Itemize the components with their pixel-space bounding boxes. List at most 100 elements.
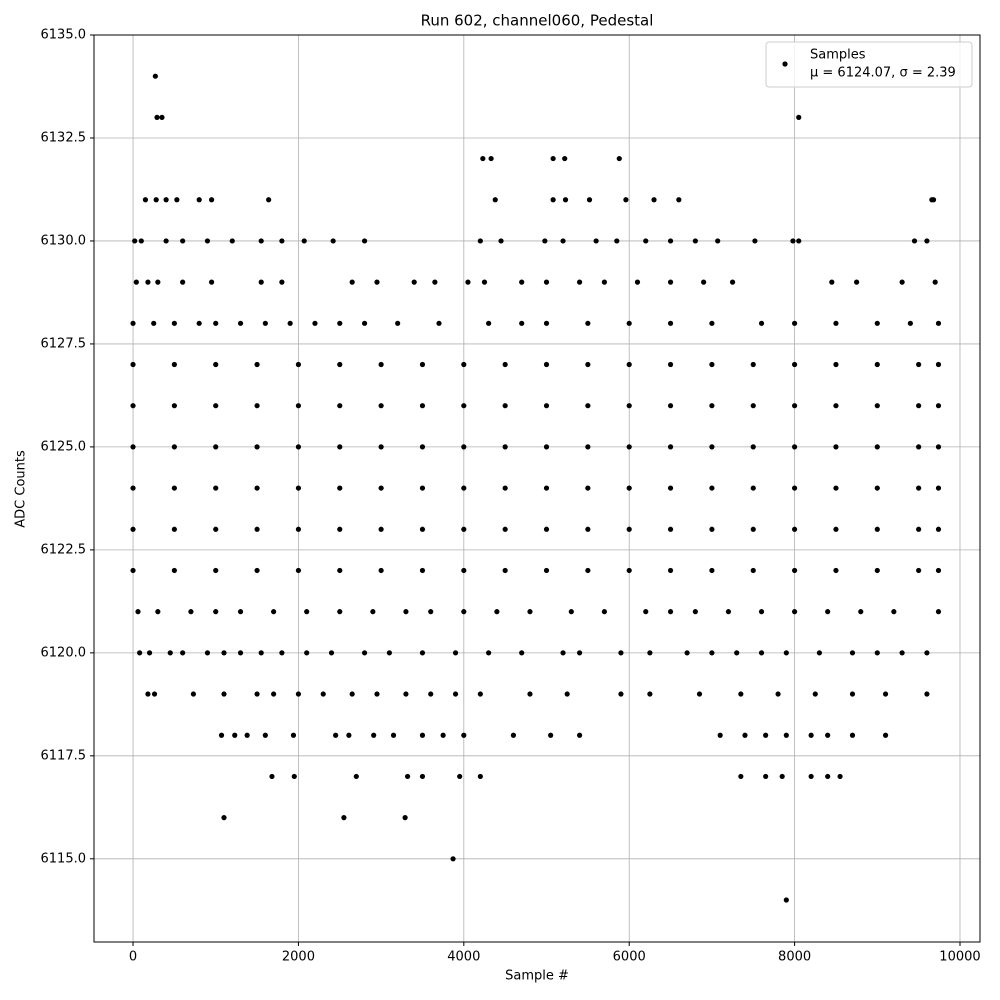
point	[616, 155, 622, 162]
point	[419, 567, 426, 574]
point	[337, 403, 343, 409]
point	[271, 609, 277, 615]
point	[924, 650, 930, 656]
point	[328, 650, 335, 656]
point	[254, 691, 260, 697]
point	[145, 279, 151, 285]
point	[874, 444, 880, 450]
point	[779, 773, 785, 780]
point	[502, 361, 508, 368]
point	[907, 320, 913, 326]
legend-label: Samples	[810, 48, 866, 63]
point	[432, 279, 438, 285]
y-tick-label: 6127.5	[41, 336, 87, 351]
point	[543, 485, 550, 491]
point	[593, 238, 599, 244]
x-tick-label: 0	[129, 950, 137, 965]
point	[312, 320, 318, 326]
point	[560, 650, 566, 656]
point	[808, 773, 814, 780]
point	[204, 238, 211, 244]
point	[502, 444, 508, 450]
point	[837, 773, 843, 780]
point	[213, 361, 219, 368]
point	[213, 403, 219, 409]
point	[738, 691, 744, 697]
point	[361, 320, 368, 326]
point	[643, 609, 649, 615]
point	[502, 567, 508, 574]
point	[196, 320, 202, 326]
point	[171, 361, 177, 368]
point	[783, 897, 789, 903]
point	[626, 361, 632, 368]
point	[935, 485, 942, 491]
point	[204, 650, 211, 656]
point	[254, 361, 260, 368]
point	[763, 732, 769, 738]
x-tick-label: 2000	[282, 950, 315, 965]
point	[849, 732, 856, 738]
point	[480, 155, 486, 162]
point	[935, 403, 942, 409]
point	[874, 650, 880, 656]
point	[783, 732, 789, 738]
point	[709, 444, 715, 450]
point	[519, 320, 525, 326]
point	[208, 279, 215, 285]
point	[221, 815, 227, 821]
point	[543, 403, 550, 409]
point	[337, 567, 343, 574]
point	[465, 279, 471, 285]
point	[585, 361, 591, 368]
point	[816, 650, 823, 656]
point	[320, 691, 326, 697]
point	[190, 691, 197, 697]
point	[550, 155, 556, 162]
point	[667, 444, 674, 450]
point	[874, 403, 880, 409]
point	[153, 197, 159, 203]
x-tick-label: 8000	[778, 950, 811, 965]
chart-title: Run 602, channel060, Pedestal	[421, 12, 654, 30]
point	[775, 691, 781, 697]
point	[709, 485, 715, 491]
point	[738, 773, 744, 780]
point	[132, 238, 138, 244]
point	[750, 567, 756, 574]
point	[371, 732, 377, 738]
point	[167, 650, 173, 656]
point	[461, 444, 467, 450]
point	[419, 732, 426, 738]
point	[667, 485, 674, 491]
point	[614, 238, 620, 244]
point	[196, 197, 202, 203]
legend: Samples μ = 6124.07, σ = 2.39	[765, 41, 973, 88]
point	[568, 609, 574, 615]
point	[924, 238, 930, 244]
point	[361, 238, 368, 244]
point	[477, 238, 483, 244]
point	[667, 279, 674, 285]
point	[874, 320, 880, 326]
point	[709, 403, 715, 409]
point	[935, 361, 942, 368]
x-tick-label: 6000	[613, 950, 646, 965]
point	[130, 444, 136, 450]
legend-box	[765, 41, 973, 88]
point	[623, 197, 629, 203]
point	[916, 485, 922, 491]
point	[171, 320, 177, 326]
point	[833, 361, 839, 368]
point	[337, 609, 343, 615]
point	[667, 361, 674, 368]
point	[502, 403, 508, 409]
point	[849, 691, 856, 697]
point	[419, 403, 426, 409]
point	[486, 320, 492, 326]
point	[692, 238, 698, 244]
point	[171, 526, 177, 532]
point	[750, 361, 756, 368]
